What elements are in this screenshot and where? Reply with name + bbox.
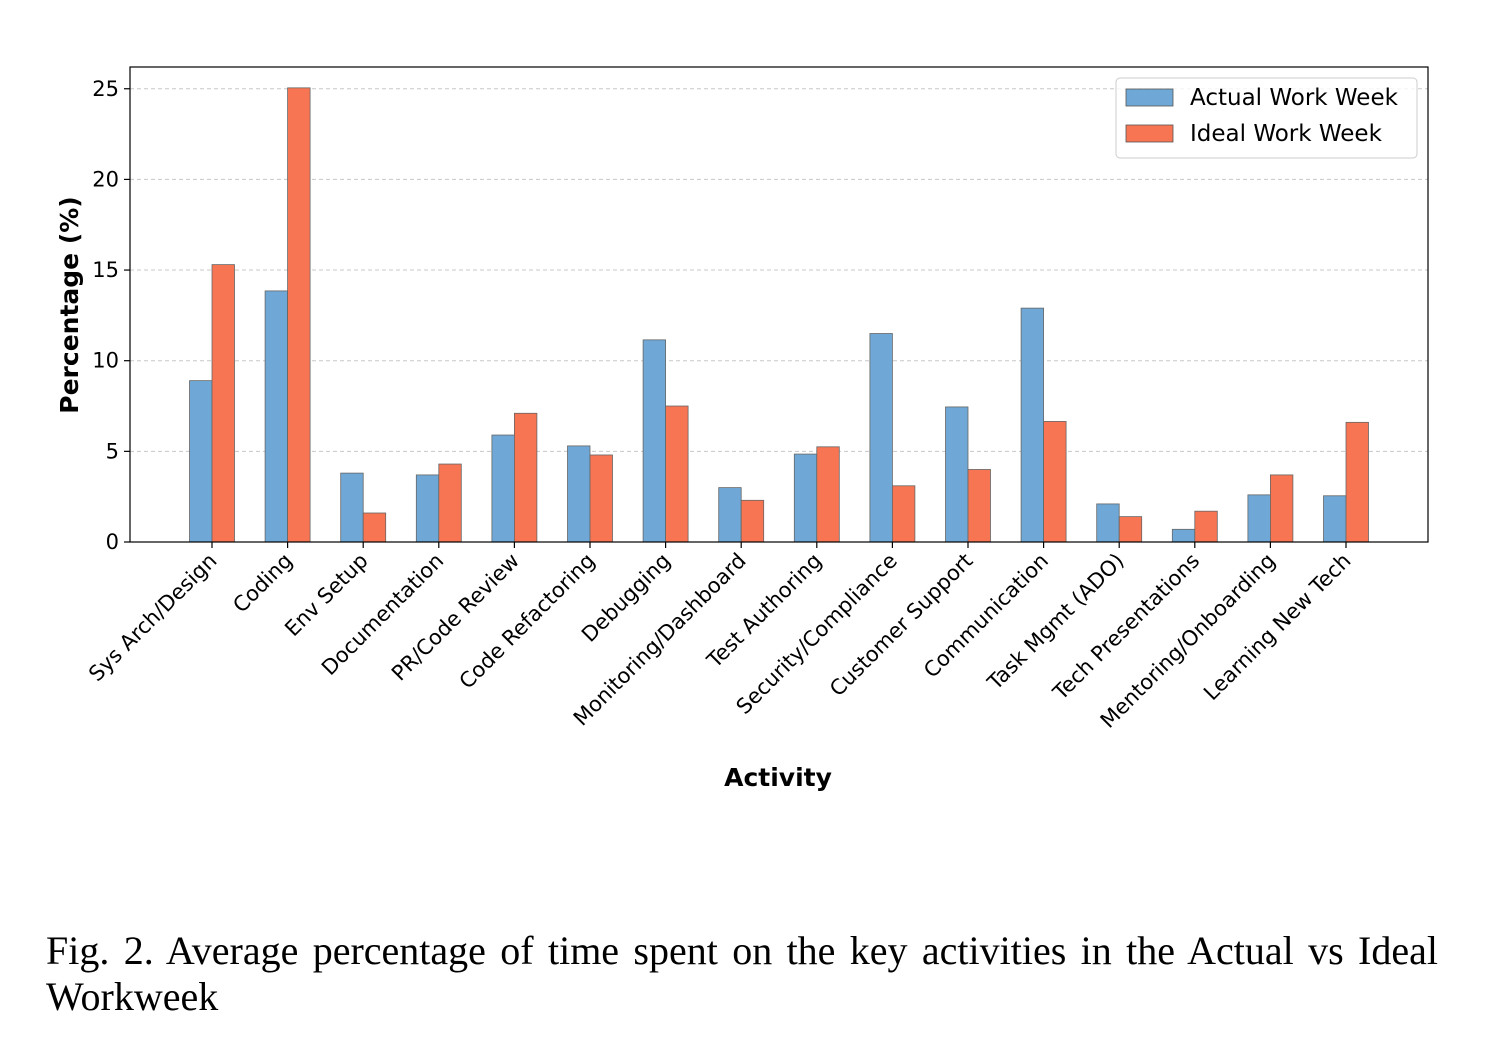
bar-actual-15 — [1323, 495, 1347, 543]
plot-frame — [129, 66, 1429, 543]
legend-box — [1115, 77, 1418, 159]
y-tick-label: 15 — [92, 258, 119, 282]
bar-actual-1 — [264, 290, 289, 543]
bar-ideal-9 — [892, 485, 916, 543]
legend-swatch-ideal — [1125, 124, 1174, 143]
bar-actual-13 — [1171, 528, 1196, 543]
x-tick-label: Coding — [228, 549, 297, 618]
bar-actual-14 — [1247, 494, 1271, 543]
y-axis-title: Percentage (%) — [55, 196, 84, 413]
figure-caption: Fig. 2. Average percentage of time spent… — [46, 928, 1438, 1019]
x-tick-label: Code Refactoring — [455, 549, 600, 694]
bar-ideal-10 — [967, 469, 991, 543]
bar-ideal-11 — [1043, 421, 1067, 543]
bar-ideal-6 — [665, 405, 689, 543]
bar-actual-4 — [491, 434, 515, 543]
bar-ideal-7 — [740, 499, 765, 543]
legend-label-ideal: Ideal Work Week — [1190, 121, 1383, 147]
x-axis-title: Activity — [724, 763, 832, 792]
y-tick-label: 25 — [92, 77, 119, 101]
bar-ideal-12 — [1118, 516, 1143, 543]
bar-actual-0 — [189, 380, 213, 543]
bar-ideal-5 — [589, 454, 613, 543]
bar-actual-6 — [642, 339, 666, 543]
bar-actual-9 — [869, 333, 893, 543]
x-tick-label: Task Mgmt (ADO) — [982, 549, 1129, 696]
y-tick-label: 10 — [92, 349, 119, 373]
bar-actual-3 — [415, 474, 440, 543]
bar-actual-5 — [567, 445, 591, 543]
bar-ideal-14 — [1270, 474, 1294, 543]
bar-actual-12 — [1096, 503, 1120, 543]
y-axis-ticks: 0 5 10 15 20 25 — [92, 77, 130, 554]
bar-ideal-3 — [438, 463, 462, 543]
y-tick-label: 20 — [92, 167, 119, 191]
bar-actual-2 — [340, 472, 364, 543]
x-tick-label: Tech Presentations — [1048, 549, 1205, 706]
bar-ideal-1 — [287, 87, 311, 543]
y-tick-label: 0 — [106, 530, 119, 554]
bar-actual-11 — [1020, 307, 1044, 543]
bar-ideal-15 — [1345, 421, 1369, 543]
legend-swatch-actual — [1125, 88, 1174, 107]
legend-label-actual: Actual Work Week — [1190, 85, 1399, 111]
x-tick-label: PR/Code Review — [387, 549, 524, 686]
bar-ideal-8 — [816, 446, 840, 543]
bar-ideal-2 — [362, 512, 387, 543]
bar-actual-7 — [718, 487, 742, 543]
bar-actual-8 — [793, 453, 818, 543]
x-tick-label: Sys Arch/Design — [84, 549, 221, 686]
x-tick-label: Customer Support — [825, 549, 978, 702]
legend: Actual Work Week Ideal Work Week — [1115, 77, 1418, 159]
bar-ideal-13 — [1194, 510, 1218, 543]
bar-ideal-0 — [211, 264, 235, 543]
y-tick-label: 5 — [106, 439, 119, 463]
bar-actual-10 — [945, 406, 969, 543]
x-tick-label: Learning New Tech — [1199, 549, 1356, 706]
bar-ideal-4 — [514, 412, 538, 543]
